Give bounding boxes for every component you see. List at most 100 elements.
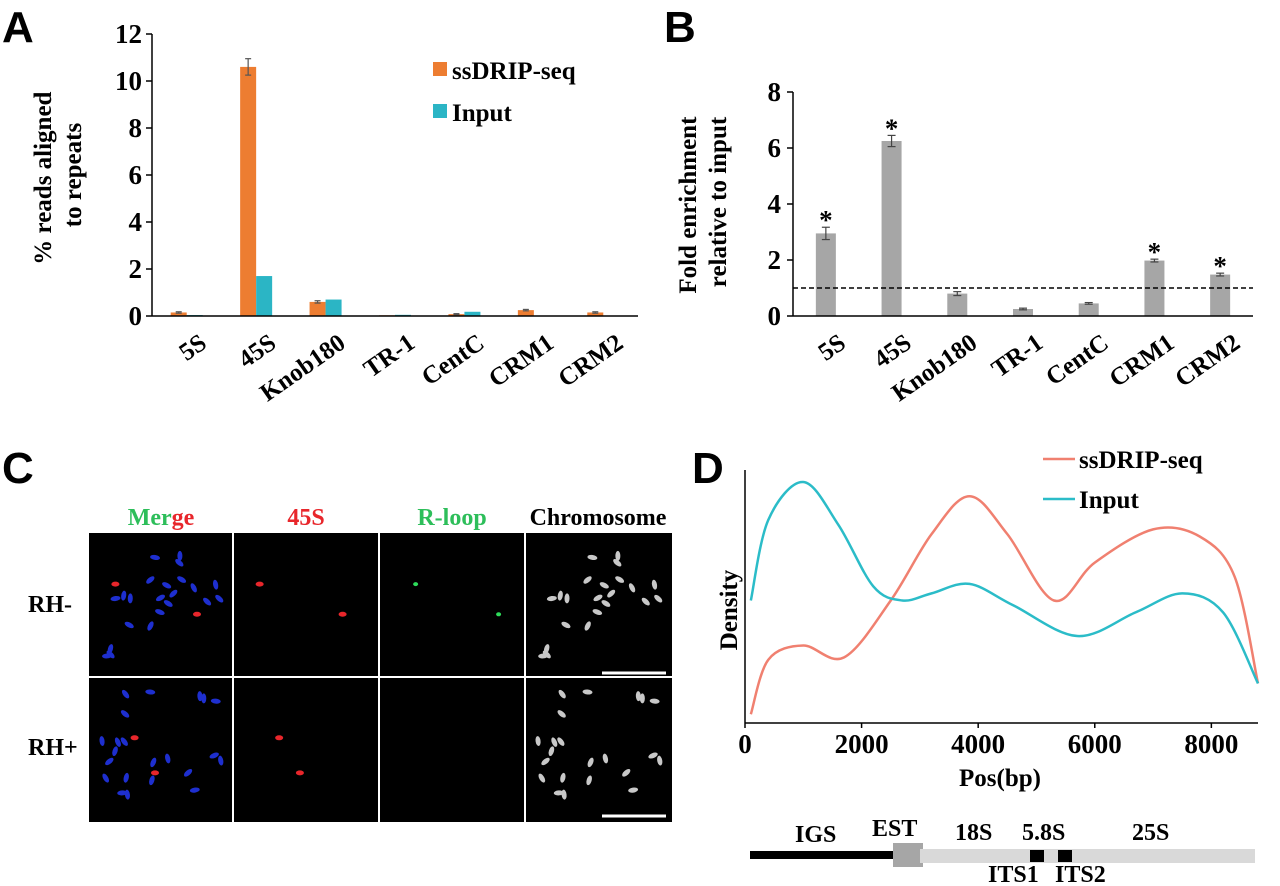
- chromosome-mark: [147, 621, 154, 631]
- chromosome-mark: [587, 554, 598, 561]
- chromosome-mark: [592, 609, 603, 615]
- y-tick-label: 0: [129, 301, 143, 331]
- rloop-signal: [413, 582, 419, 587]
- chromosome-mark: [639, 693, 645, 704]
- chromosome-mark: [201, 693, 207, 704]
- chromosome-mark: [601, 600, 611, 607]
- gene-label-its2: ITS2: [1055, 862, 1106, 886]
- significance-marker: *: [885, 113, 899, 143]
- bar-5S: [815, 233, 836, 316]
- y-tick-label: 6: [768, 133, 782, 163]
- legend-swatch-ssdrip: [433, 62, 447, 76]
- chromosome-mark: [599, 582, 609, 589]
- series-line-input: [749, 480, 1260, 685]
- gene-segment-est: [893, 843, 923, 867]
- chromosome-mark: [197, 691, 203, 702]
- column-header-part: ge: [172, 505, 195, 531]
- rdna-signal: [193, 611, 201, 617]
- panel-label-b: B: [664, 3, 696, 52]
- chromosome-mark: [553, 790, 564, 796]
- chromosome-mark: [163, 600, 173, 607]
- y-tick-label: 12: [115, 19, 142, 49]
- chromosome-mark: [628, 787, 639, 793]
- chromosome-mark: [114, 737, 121, 747]
- bar-CRM2: [1210, 274, 1231, 316]
- column-header-part: Chromosome: [530, 505, 667, 531]
- chromosome-mark: [546, 595, 557, 602]
- chromosome-mark: [593, 594, 603, 602]
- legend-swatch-input: [433, 104, 447, 118]
- significance-marker: *: [1148, 237, 1162, 267]
- y-tick-label: 2: [129, 254, 143, 284]
- chromosome-mark: [557, 590, 563, 601]
- panel-label-c: C: [2, 444, 34, 493]
- chromosome-mark: [538, 773, 546, 783]
- chromosome-mark: [542, 650, 551, 659]
- bar-input-CentC: [464, 311, 481, 316]
- column-header: R-loop: [417, 505, 486, 531]
- y-tick-label: 4: [768, 189, 782, 219]
- y-tick-label: 4: [129, 207, 143, 237]
- gene-label-25s: 25S: [1132, 820, 1169, 846]
- panel-d-chart: Density 0 2000 4000 6000 8000 Pos(bp) ssDRIP…: [716, 447, 1260, 886]
- gene-label-est: EST: [872, 816, 917, 842]
- series-line-ssdrip: [749, 494, 1260, 715]
- bar-ssdrip-CRM1: [517, 310, 534, 316]
- chromosome-mark: [557, 737, 565, 746]
- bar-ssdrip-45S: [240, 66, 257, 317]
- chromosome-mark: [120, 737, 128, 746]
- y-tick-label: 6: [129, 160, 143, 190]
- x-tick-label: 6000: [1068, 729, 1122, 759]
- panel-d-xlabel: Pos(bp): [959, 765, 1041, 792]
- chromosome-mark: [124, 621, 134, 629]
- chromosome-mark: [209, 752, 219, 759]
- panel-d-ylabel: Density: [716, 569, 743, 650]
- chromosome-mark: [102, 773, 110, 783]
- category-label-CRM2: CRM2: [1170, 329, 1245, 393]
- category-label-TR-1: TR-1: [987, 329, 1048, 383]
- category-label-CentC: CentC: [1041, 329, 1113, 391]
- chromosome-mark: [127, 593, 133, 604]
- category-label-CRM1: CRM1: [1105, 329, 1180, 393]
- x-tick-label: 4000: [951, 729, 1005, 759]
- chromosome-mark: [155, 594, 166, 602]
- rloop-signal: [496, 612, 502, 617]
- chromosome-mark: [175, 559, 184, 567]
- chromosome-mark: [112, 746, 118, 757]
- bar-ssdrip-5S: [170, 312, 187, 316]
- chromosome-mark: [110, 595, 121, 602]
- chromosome-mark: [212, 579, 219, 590]
- chromosome-mark: [635, 691, 641, 702]
- panel-c-microscopy: Merge 45S R-loop Chromosome RH- RH+: [28, 505, 672, 822]
- bar-ssdrip-Knob180: [309, 301, 326, 316]
- chromosome-mark: [146, 576, 155, 584]
- chromosome-mark: [561, 789, 567, 800]
- chromosome-mark: [218, 755, 224, 766]
- chromosome-mark: [149, 775, 155, 786]
- y-tick-label: 10: [115, 66, 142, 96]
- chromosome-mark: [105, 757, 114, 766]
- gene-label-igs: IGS: [795, 822, 836, 848]
- bar-45S: [881, 141, 902, 316]
- chromosome-mark: [602, 753, 609, 764]
- column-header: Chromosome: [530, 505, 667, 531]
- chromosome-mark: [121, 689, 130, 699]
- row-label-rh-plus: RH+: [28, 735, 78, 761]
- chromosome-mark: [557, 710, 566, 718]
- chromosome-mark: [215, 594, 224, 603]
- panel-b-ylabel-line1: Fold enrichment: [675, 116, 702, 294]
- column-header-part: 45S: [287, 505, 324, 531]
- chromosome-mark: [587, 757, 594, 768]
- chromosome-mark: [583, 576, 592, 584]
- bar-input-45S: [256, 276, 273, 316]
- chromosome-mark: [651, 579, 658, 590]
- bar-CentC: [1078, 303, 1099, 316]
- chromosome-mark: [106, 650, 115, 659]
- category-label-5S: 5S: [175, 329, 212, 366]
- y-tick-label: 8: [129, 113, 143, 143]
- bar-TR-1: [1013, 309, 1033, 316]
- row-label-rh-minus: RH-: [28, 592, 72, 618]
- category-label-TR-1: TR-1: [359, 329, 420, 383]
- panel-b-chart: Fold enrichment relative to input 02468 …: [675, 77, 1253, 407]
